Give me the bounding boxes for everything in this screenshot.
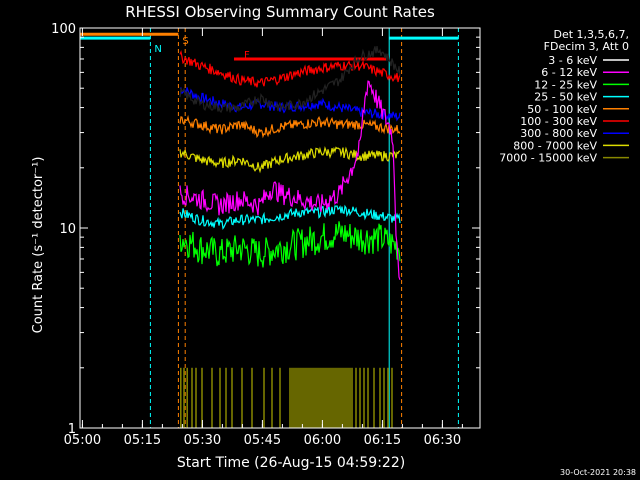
x-tick-label-6: 06:30 bbox=[424, 433, 461, 448]
legend: Det 1,3,5,6,7,FDecim 3, Att 03 - 6 keV6 … bbox=[499, 28, 629, 165]
legend-label-8: 7000 - 15000 keV bbox=[499, 152, 597, 165]
series-line-2 bbox=[179, 221, 401, 268]
series-line-4 bbox=[179, 114, 401, 139]
x-tick-label-5: 06:15 bbox=[364, 433, 401, 448]
axes: 05:00 05:15 05:30 05:45 06:00 06:15 06:30 1 10 10… bbox=[51, 22, 481, 448]
series-line-7 bbox=[179, 145, 401, 174]
series-line-3 bbox=[179, 204, 401, 231]
y-tick-label-0: 1 bbox=[68, 422, 76, 437]
y-tick-label-2: 100 bbox=[51, 22, 76, 37]
flag-marker-s: S bbox=[182, 36, 188, 47]
footer-date: 30-Oct-2021 20:38 bbox=[560, 468, 636, 477]
y-axis-label: Count Rate (s⁻¹ detector⁻¹) bbox=[31, 157, 46, 334]
flag-marker-f: F bbox=[244, 50, 250, 61]
x-tick-label-4: 06:00 bbox=[304, 433, 341, 448]
y-tick-label-1: 10 bbox=[59, 222, 76, 237]
plot-area: N S F bbox=[79, 28, 459, 428]
legend-label-7: 800 - 7000 keV bbox=[513, 139, 597, 152]
legend-label-6: 300 - 800 keV bbox=[520, 127, 597, 140]
series-line-5 bbox=[179, 49, 401, 88]
legend-label-0: 3 - 6 keV bbox=[548, 54, 597, 67]
legend-label-1: 6 - 12 keV bbox=[541, 66, 597, 79]
x-tick-label-3: 05:45 bbox=[244, 433, 281, 448]
x-tick-label-0: 05:00 bbox=[64, 433, 101, 448]
x-tick-label-1: 05:15 bbox=[124, 433, 161, 448]
legend-label-2: 12 - 25 keV bbox=[534, 78, 597, 91]
chart-title: RHESSI Observing Summary Count Rates bbox=[125, 3, 435, 21]
flag-marker-n: N bbox=[154, 44, 161, 55]
legend-header-1: FDecim 3, Att 0 bbox=[544, 40, 629, 53]
legend-label-3: 25 - 50 keV bbox=[534, 91, 597, 104]
x-axis-label: Start Time (26-Aug-15 04:59:22) bbox=[177, 455, 405, 471]
x-tick-label-2: 05:30 bbox=[184, 433, 221, 448]
series-line-0 bbox=[179, 46, 401, 114]
legend-label-5: 100 - 300 keV bbox=[520, 115, 597, 128]
legend-header-0: Det 1,3,5,6,7, bbox=[553, 28, 629, 41]
legend-label-4: 50 - 100 keV bbox=[527, 103, 597, 116]
series-line-1 bbox=[179, 80, 401, 281]
